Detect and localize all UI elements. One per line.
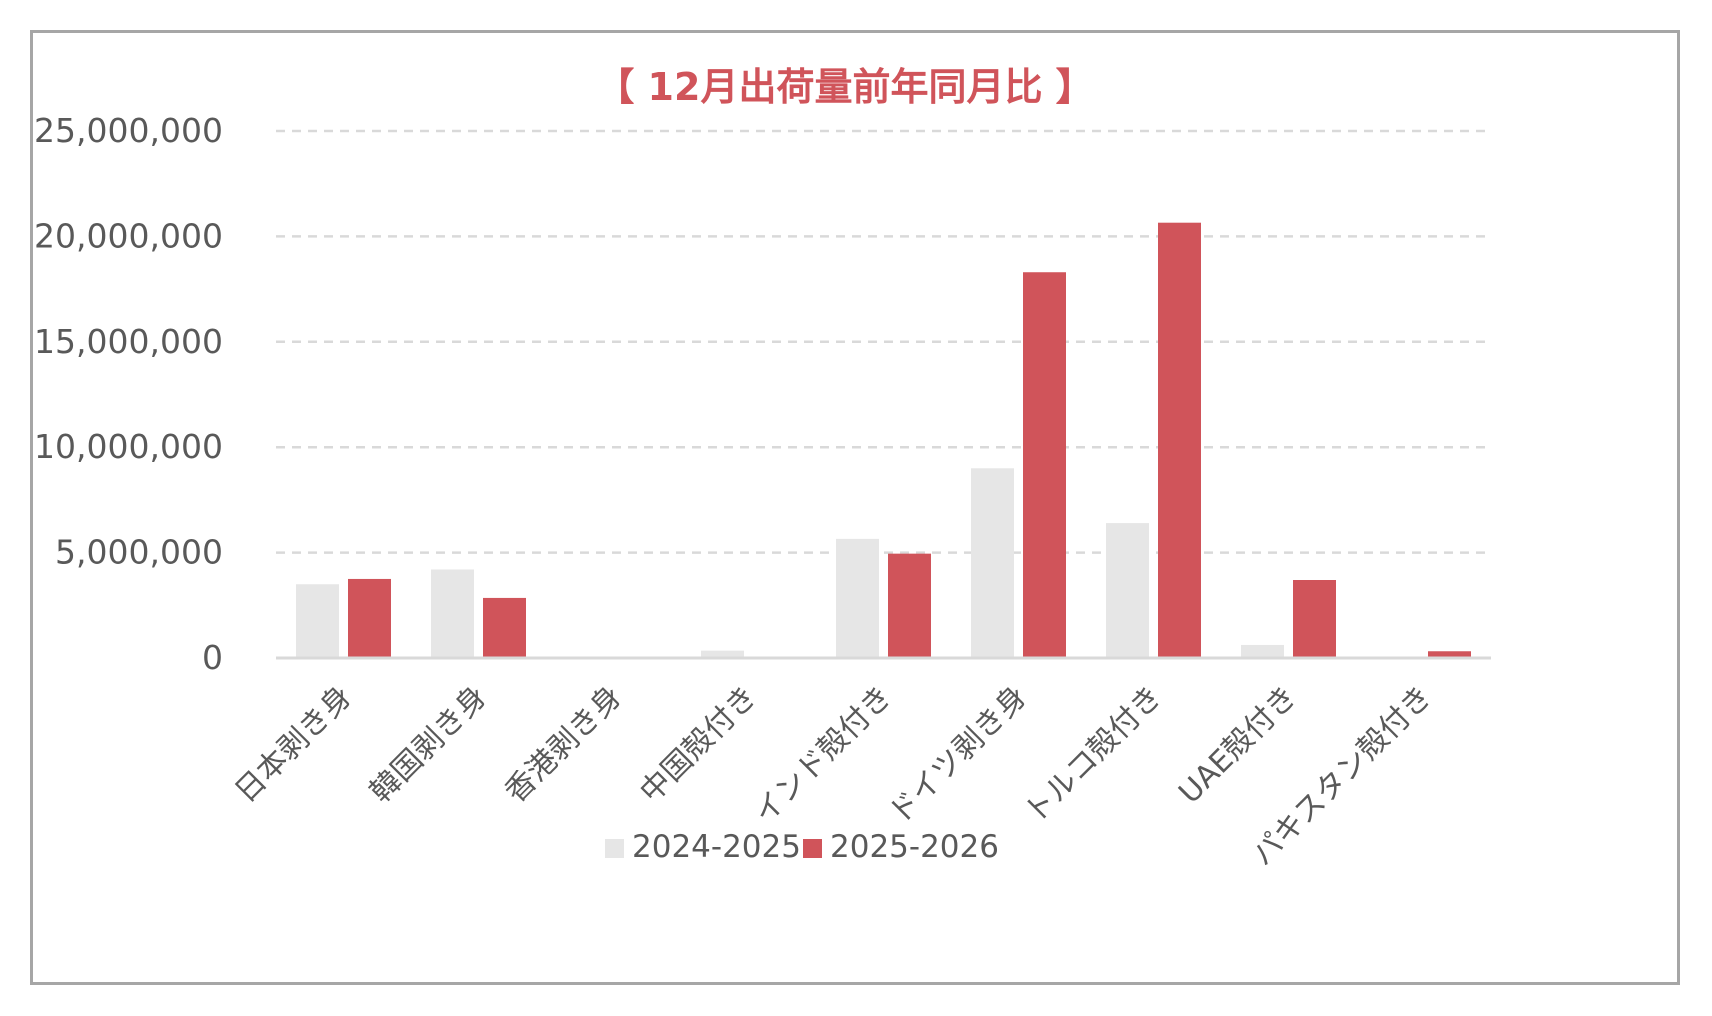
gridlines [276,129,1491,554]
legend: 2024-2025 2025-2026 [605,829,999,865]
chart-title: 【 12月出荷量前年同月比 】 [596,65,1093,109]
bar-2024-2025-3 [701,650,744,658]
bar-2024-2025-4 [836,538,879,658]
bar-2024-2025-7 [1241,644,1284,658]
y-tick-label: 25,000,000 [34,111,223,150]
y-tick-label: 20,000,000 [34,216,223,255]
y-tick-label: 5,000,000 [55,533,223,572]
x-tick-label: 中国殻付き [633,679,764,810]
bar-2025-2026-4 [888,553,931,658]
bar-2025-2026-7 [1293,580,1336,658]
y-tick-label: 10,000,000 [34,427,223,466]
bar-2025-2026-1 [483,597,526,658]
bar-2025-2026-5 [1023,272,1066,658]
chart-container: 【 12月出荷量前年同月比 】 0 5,000,000 10,000,000 15,0… [30,30,1680,985]
legend-swatch [803,839,822,858]
bar-chart: 【 12月出荷量前年同月比 】 0 5,000,000 10,000,000 15,0… [34,65,1491,873]
x-tick-label: 韓国剥き身 [363,679,494,810]
bar-2025-2026-8 [1428,651,1471,658]
bar-2024-2025-1 [431,569,474,658]
legend-label: 2025-2026 [830,829,999,865]
x-tick-label: インド殻付き [747,679,899,831]
x-tick-label: ドイツ剥き身 [882,679,1034,831]
bar-2024-2025-5 [971,468,1014,658]
y-tick-label: 0 [202,638,223,677]
bar-2025-2026-0 [348,578,391,658]
x-tick-label: 日本剥き身 [228,679,359,810]
x-tick-label: トルコ殻付き [1018,679,1170,831]
x-tick-label: UAE殻付き [1172,679,1304,811]
bar-2024-2025-0 [296,584,339,658]
bar-2025-2026-6 [1158,222,1201,658]
bars [296,222,1471,658]
x-tick-label: 香港剥き身 [498,679,629,810]
bar-2024-2025-6 [1106,523,1149,658]
legend-label: 2024-2025 [632,829,801,865]
y-tick-label: 15,000,000 [34,322,223,361]
legend-swatch [605,839,624,858]
y-axis-tick-labels: 0 5,000,000 10,000,000 15,000,000 20,000,000… [34,111,223,677]
